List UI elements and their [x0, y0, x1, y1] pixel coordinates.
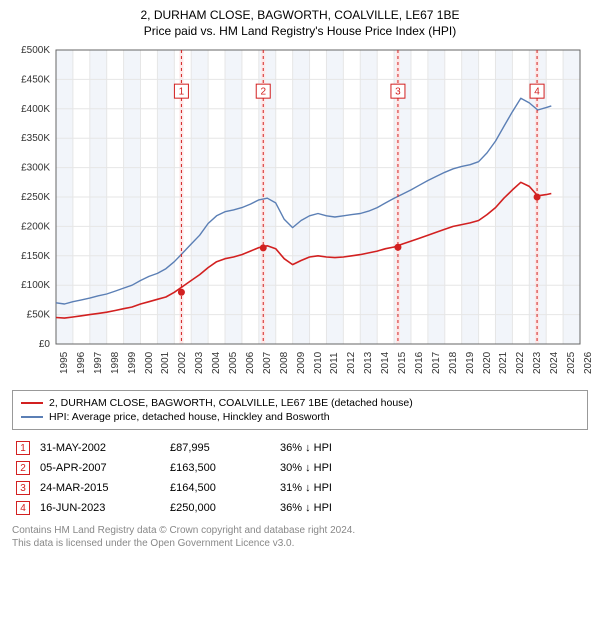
x-tick-label: 1999 — [127, 352, 138, 374]
transaction-diff: 30% ↓ HPI — [280, 462, 588, 474]
svg-text:£150K: £150K — [21, 251, 50, 262]
x-tick-label: 2006 — [245, 352, 256, 374]
chart-area: £0£50K£100K£150K£200K£250K£300K£350K£400… — [12, 44, 588, 384]
svg-text:£350K: £350K — [21, 133, 50, 144]
transaction-marker: 3 — [16, 481, 30, 495]
legend-swatch — [21, 416, 43, 418]
footnote-line-1: Contains HM Land Registry data © Crown c… — [12, 524, 588, 537]
svg-text:4: 4 — [534, 87, 540, 98]
x-axis-labels: 1995 1996 1997 1998 1999 2000 2001 2002 2003 2004… — [12, 344, 588, 384]
transaction-diff: 31% ↓ HPI — [280, 482, 588, 494]
x-tick-label: 2023 — [532, 352, 543, 374]
transaction-row: 4 16-JUN-2023 £250,000 36% ↓ HPI — [12, 498, 588, 518]
svg-text:1: 1 — [179, 87, 185, 98]
svg-text:£50K: £50K — [27, 310, 51, 321]
x-tick-label: 2013 — [363, 352, 374, 374]
svg-text:2: 2 — [260, 87, 266, 98]
transaction-marker: 2 — [16, 461, 30, 475]
x-tick-label: 2003 — [194, 352, 205, 374]
svg-text:£250K: £250K — [21, 192, 50, 203]
title-block: 2, DURHAM CLOSE, BAGWORTH, COALVILLE, LE… — [12, 8, 588, 38]
x-tick-label: 2005 — [228, 352, 239, 374]
footnote: Contains HM Land Registry data © Crown c… — [12, 524, 588, 550]
x-tick-label: 2022 — [515, 352, 526, 374]
x-tick-label: 1998 — [110, 352, 121, 374]
x-tick-label: 2017 — [431, 352, 442, 374]
x-tick-label: 2004 — [211, 352, 222, 374]
x-tick-label: 1996 — [76, 352, 87, 374]
line-chart-svg: £0£50K£100K£150K£200K£250K£300K£350K£400… — [12, 44, 588, 384]
transaction-price: £87,995 — [170, 442, 270, 454]
x-tick-label: 2000 — [144, 352, 155, 374]
x-tick-label: 2019 — [465, 352, 476, 374]
x-tick-label: 2001 — [160, 352, 171, 374]
x-tick-label: 2020 — [482, 352, 493, 374]
x-tick-label: 2024 — [549, 352, 560, 374]
legend-item: 2, DURHAM CLOSE, BAGWORTH, COALVILLE, LE… — [21, 397, 579, 409]
x-tick-label: 2012 — [346, 352, 357, 374]
chart-container: 2, DURHAM CLOSE, BAGWORTH, COALVILLE, LE… — [0, 0, 600, 554]
subtitle: Price paid vs. HM Land Registry's House … — [12, 24, 588, 38]
transaction-diff: 36% ↓ HPI — [280, 502, 588, 514]
svg-text:3: 3 — [395, 87, 401, 98]
transaction-date: 05-APR-2007 — [40, 462, 160, 474]
transaction-marker: 1 — [16, 441, 30, 455]
transaction-row: 2 05-APR-2007 £163,500 30% ↓ HPI — [12, 458, 588, 478]
svg-text:£450K: £450K — [21, 74, 50, 85]
svg-text:£200K: £200K — [21, 221, 50, 232]
x-tick-label: 2015 — [397, 352, 408, 374]
svg-text:£500K: £500K — [21, 45, 50, 56]
x-tick-label: 2010 — [313, 352, 324, 374]
transaction-price: £164,500 — [170, 482, 270, 494]
transaction-date: 16-JUN-2023 — [40, 502, 160, 514]
x-tick-label: 2007 — [262, 352, 273, 374]
x-tick-label: 2002 — [177, 352, 188, 374]
transaction-diff: 36% ↓ HPI — [280, 442, 588, 454]
legend-label: 2, DURHAM CLOSE, BAGWORTH, COALVILLE, LE… — [49, 397, 413, 409]
x-tick-label: 2014 — [380, 352, 391, 374]
main-title: 2, DURHAM CLOSE, BAGWORTH, COALVILLE, LE… — [12, 8, 588, 22]
legend-box: 2, DURHAM CLOSE, BAGWORTH, COALVILLE, LE… — [12, 390, 588, 430]
transactions-table: 1 31-MAY-2002 £87,995 36% ↓ HPI 2 05-APR-2007… — [12, 438, 588, 518]
transaction-date: 31-MAY-2002 — [40, 442, 160, 454]
x-tick-label: 2016 — [414, 352, 425, 374]
transaction-row: 1 31-MAY-2002 £87,995 36% ↓ HPI — [12, 438, 588, 458]
x-tick-label: 2026 — [583, 352, 594, 374]
svg-text:£400K: £400K — [21, 104, 50, 115]
legend-label: HPI: Average price, detached house, Hinc… — [49, 411, 330, 423]
legend-swatch — [21, 402, 43, 404]
x-tick-label: 2018 — [448, 352, 459, 374]
x-tick-label: 2025 — [566, 352, 577, 374]
legend-item: HPI: Average price, detached house, Hinc… — [21, 411, 579, 423]
x-tick-label: 2011 — [329, 352, 340, 374]
x-tick-label: 2021 — [498, 352, 509, 374]
x-tick-label: 2009 — [296, 352, 307, 374]
x-tick-label: 1995 — [59, 352, 70, 374]
transaction-marker: 4 — [16, 501, 30, 515]
transaction-row: 3 24-MAR-2015 £164,500 31% ↓ HPI — [12, 478, 588, 498]
footnote-line-2: This data is licensed under the Open Gov… — [12, 537, 588, 550]
transaction-price: £163,500 — [170, 462, 270, 474]
transaction-price: £250,000 — [170, 502, 270, 514]
x-tick-label: 2008 — [279, 352, 290, 374]
transaction-date: 24-MAR-2015 — [40, 482, 160, 494]
svg-text:£300K: £300K — [21, 163, 50, 174]
svg-text:£100K: £100K — [21, 280, 50, 291]
x-tick-label: 1997 — [93, 352, 104, 374]
